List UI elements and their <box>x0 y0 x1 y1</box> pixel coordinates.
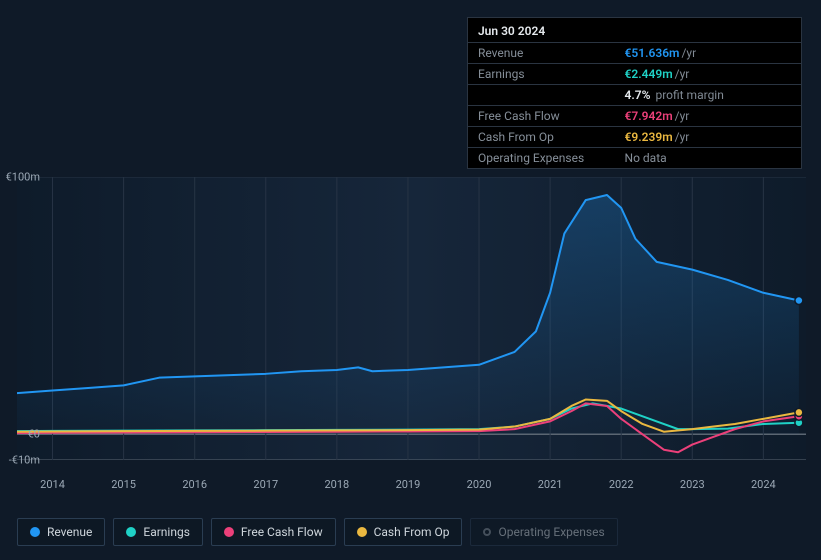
x-tick-label: 2020 <box>467 478 492 491</box>
legend-label: Cash From Op <box>374 525 450 539</box>
tooltip-date: Jun 30 2024 <box>468 18 801 42</box>
x-tick-label: 2018 <box>324 478 349 491</box>
legend: Revenue Earnings Free Cash Flow Cash From O… <box>17 518 618 546</box>
legend-item[interactable]: Earnings <box>113 518 203 546</box>
legend-item[interactable]: Revenue <box>17 518 105 546</box>
tooltip-row-label: Revenue <box>468 43 615 64</box>
line-chart-svg <box>17 177 806 460</box>
tooltip-table: Revenue €51.636m/yrEarnings €2.449m/yr4.… <box>468 42 801 168</box>
x-tick-label: 2017 <box>253 478 278 491</box>
legend-swatch-icon <box>357 527 367 537</box>
x-tick-label: 2014 <box>40 478 65 491</box>
y-axis: €100m€0-€10m <box>0 160 44 460</box>
y-tick-label: -€10m <box>9 454 40 467</box>
y-tick-label: €0 <box>28 428 40 441</box>
legend-label: Earnings <box>143 525 190 539</box>
x-tick-label: 2016 <box>182 478 207 491</box>
tooltip-row-value: €2.449m/yr <box>615 64 801 85</box>
legend-label: Revenue <box>47 525 92 539</box>
tooltip-row-value: €9.239m/yr <box>615 127 801 148</box>
legend-item[interactable]: Free Cash Flow <box>211 518 336 546</box>
data-tooltip: Jun 30 2024 Revenue €51.636m/yrEarnings … <box>467 17 802 169</box>
legend-item[interactable]: Cash From Op <box>344 518 463 546</box>
x-tick-label: 2022 <box>609 478 634 491</box>
chart-area: €100m€0-€10m 201420152016201720182019202… <box>0 160 821 480</box>
legend-swatch-icon <box>483 528 491 536</box>
legend-label: Operating Expenses <box>498 525 604 539</box>
x-tick-label: 2023 <box>680 478 705 491</box>
legend-label: Free Cash Flow <box>241 525 323 539</box>
tooltip-row-label: Cash From Op <box>468 127 615 148</box>
plot-surface[interactable] <box>17 177 806 460</box>
x-tick-label: 2015 <box>111 478 136 491</box>
legend-swatch-icon <box>30 527 40 537</box>
legend-item[interactable]: Operating Expenses <box>470 518 617 546</box>
legend-swatch-icon <box>126 527 136 537</box>
tooltip-row-label: Free Cash Flow <box>468 106 615 127</box>
tooltip-row-extra: 4.7% profit margin <box>615 85 801 106</box>
tooltip-row-value: €51.636m/yr <box>615 43 801 64</box>
x-tick-label: 2019 <box>396 478 421 491</box>
x-tick-label: 2024 <box>751 478 776 491</box>
x-tick-label: 2021 <box>538 478 563 491</box>
y-tick-label: €100m <box>6 171 40 184</box>
tooltip-row-value: €7.942m/yr <box>615 106 801 127</box>
legend-swatch-icon <box>224 527 234 537</box>
tooltip-row-label: Earnings <box>468 64 615 85</box>
